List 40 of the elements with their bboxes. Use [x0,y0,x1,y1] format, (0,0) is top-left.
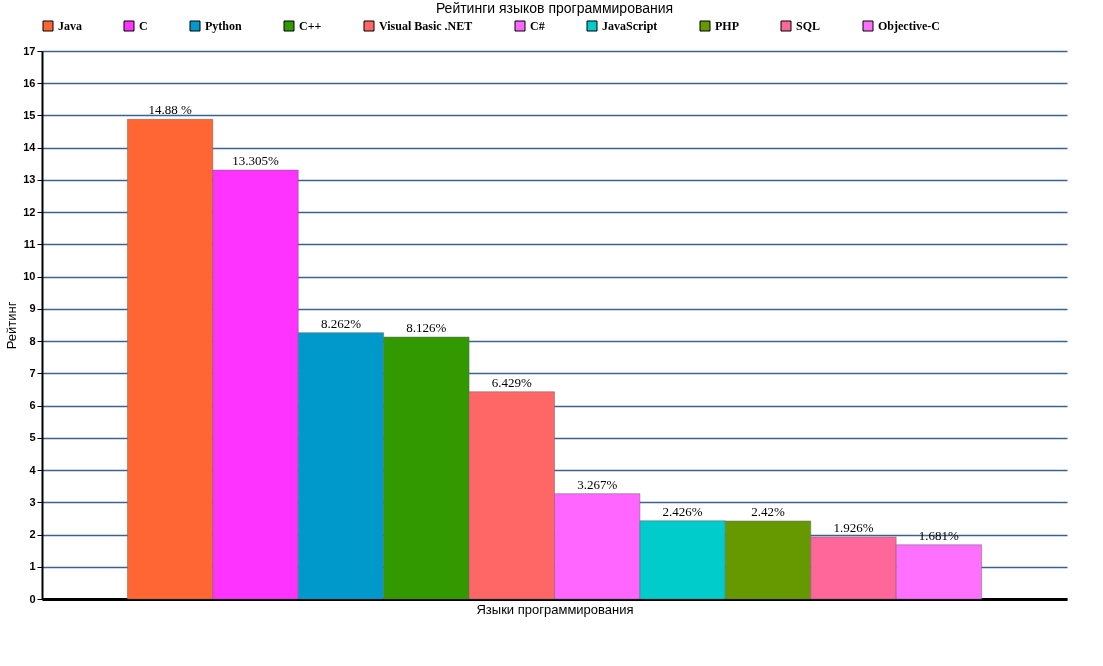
data-label: 3.267% [577,476,618,492]
y-tick-label: 5 [29,431,36,444]
y-tick-label: 1 [29,560,36,573]
legend-label: C [139,19,148,33]
legend-label: Objective-C [878,19,940,33]
chart-title: Рейтинги языков программирования [435,0,674,16]
y-tick-label: 6 [29,399,36,412]
y-tick-label: 11 [23,237,36,250]
legend-label: Visual Basic .NET [379,19,473,33]
y-tick-label: 4 [29,463,37,476]
legend-label: C++ [299,19,322,33]
legend-label: SQL [796,19,821,33]
legend-label: Java [58,19,82,33]
y-tick-label: 8 [29,334,36,347]
y-tick-label: 12 [23,205,36,218]
legend-label: JavaScript [602,19,658,33]
data-label: 13.305% [232,153,279,169]
x-axis-title: Языки программирования [476,601,634,617]
legend-label: PHP [715,19,739,33]
y-tick-label: 0 [29,592,36,605]
y-tick-label: 16 [23,76,36,89]
data-label: 8.126% [406,320,447,336]
data-label: 8.262% [320,315,362,331]
y-tick-label: 10 [23,270,36,283]
data-label: 14.88 % [148,102,192,118]
data-label: 2.42% [751,503,785,519]
y-tick-label: 7 [29,366,36,379]
legend-label: C# [530,19,545,33]
y-tick-label: 3 [29,495,36,508]
y-tick-label: 17 [23,44,36,57]
data-label: 1.926% [833,519,874,535]
y-tick-label: 2 [29,528,36,541]
y-tick-label: 13 [23,173,36,186]
y-tick-label: 15 [23,108,36,121]
data-label: 6.429% [491,374,532,390]
y-tick-label: 14 [23,141,37,154]
y-axis-title: Рейтинг [4,301,20,350]
legend-label: Python [205,19,242,33]
data-label: 2.426% [662,503,703,519]
y-tick-label: 9 [29,302,36,315]
